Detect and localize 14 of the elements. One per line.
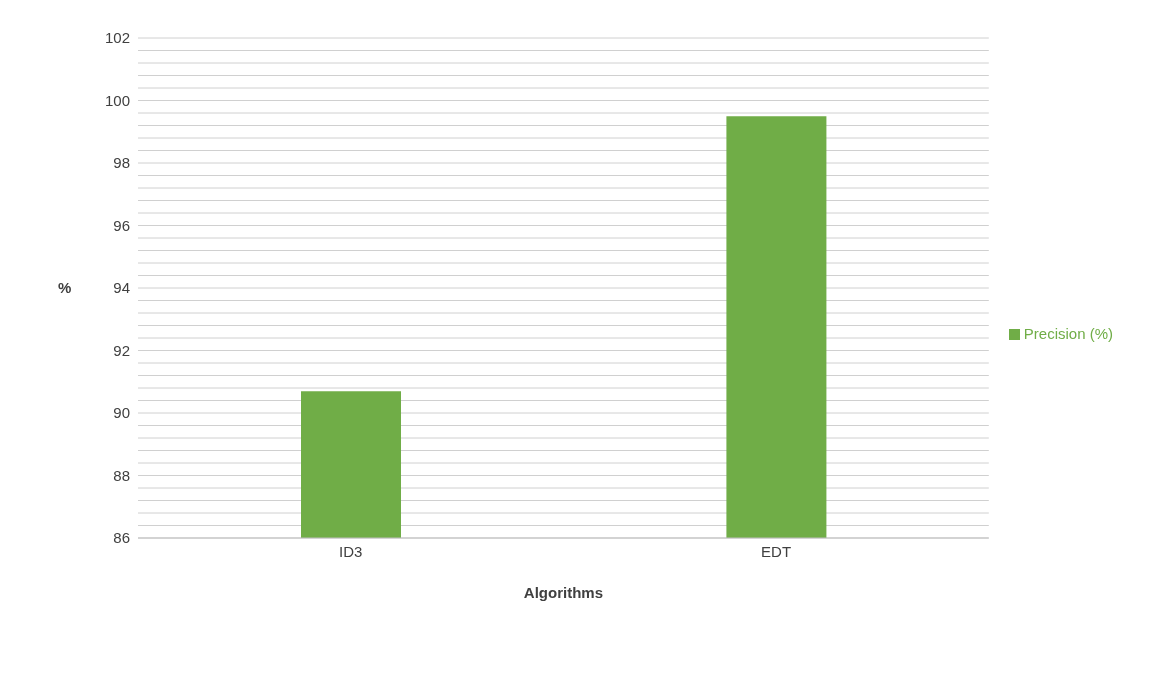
y-tick-label: 92 bbox=[113, 341, 130, 359]
y-tick-label: 100 bbox=[104, 91, 130, 109]
y-tick-label: 90 bbox=[113, 404, 130, 422]
y-tick-label: 102 bbox=[104, 29, 130, 47]
y-tick-label: 96 bbox=[113, 216, 130, 234]
y-tick-label: 98 bbox=[113, 154, 130, 172]
y-tick-label: 88 bbox=[113, 466, 130, 484]
legend-label: Precision (%) bbox=[1023, 324, 1113, 342]
x-tick-label: ID3 bbox=[339, 542, 363, 560]
x-tick-label: EDT bbox=[761, 542, 792, 560]
y-tick-label: 94 bbox=[113, 279, 130, 297]
y-tick-label: 86 bbox=[113, 529, 130, 547]
y-axis-title: % bbox=[58, 279, 72, 297]
x-axis-title: Algorithms bbox=[523, 584, 603, 601]
